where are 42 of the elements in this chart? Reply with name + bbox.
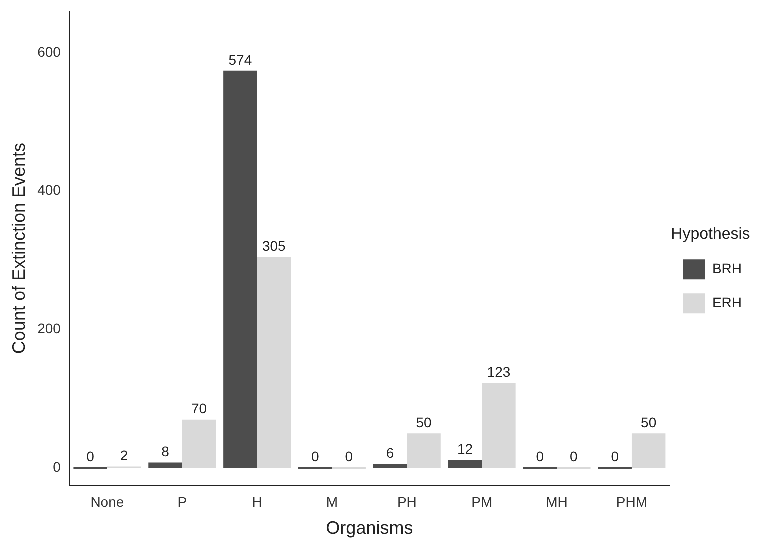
x-tick-label: P xyxy=(178,494,188,510)
bar xyxy=(224,70,258,468)
data-label: 0 xyxy=(311,448,320,464)
data-label: 8 xyxy=(162,444,170,460)
y-tick-label: 200 xyxy=(38,320,62,337)
legend-label: ERH xyxy=(712,294,742,310)
y-axis-title: Count of Extinction Events xyxy=(8,142,29,354)
data-label: 70 xyxy=(191,400,208,417)
x-tick-label: M xyxy=(326,494,338,510)
bar xyxy=(407,434,441,468)
bar xyxy=(448,460,482,468)
legend-label: BRH xyxy=(712,260,742,276)
data-label: 0 xyxy=(570,448,578,464)
x-tick-label: MH xyxy=(546,494,568,510)
bar xyxy=(148,462,182,468)
x-tick-label: PM xyxy=(472,494,493,510)
y-tick-label: 400 xyxy=(38,182,62,198)
data-label: 6 xyxy=(386,445,394,461)
data-label: 123 xyxy=(487,364,511,380)
y-tick-label: 600 xyxy=(38,44,62,60)
data-label: 574 xyxy=(228,52,252,68)
x-tick-label: PH xyxy=(397,494,417,510)
data-label: 2 xyxy=(120,448,128,464)
y-tick-label: 0 xyxy=(53,459,62,476)
data-label: 50 xyxy=(416,414,432,431)
legend-title: Hypothesis xyxy=(671,226,750,243)
data-label: 50 xyxy=(641,414,657,431)
x-tick-label: PHM xyxy=(616,494,648,510)
x-axis-title: Organisms xyxy=(326,518,414,538)
data-label: 0 xyxy=(345,448,354,464)
bar xyxy=(482,383,516,468)
bar xyxy=(257,257,292,468)
x-tick-label: None xyxy=(90,494,124,510)
data-label: 12 xyxy=(457,440,474,457)
data-label: 0 xyxy=(86,448,95,464)
bar xyxy=(182,420,216,468)
data-label: 0 xyxy=(536,448,544,464)
x-tick-label: H xyxy=(252,494,262,510)
bar xyxy=(373,464,408,468)
bar xyxy=(632,434,666,468)
data-label: 305 xyxy=(262,238,286,254)
data-label: 0 xyxy=(611,448,620,464)
